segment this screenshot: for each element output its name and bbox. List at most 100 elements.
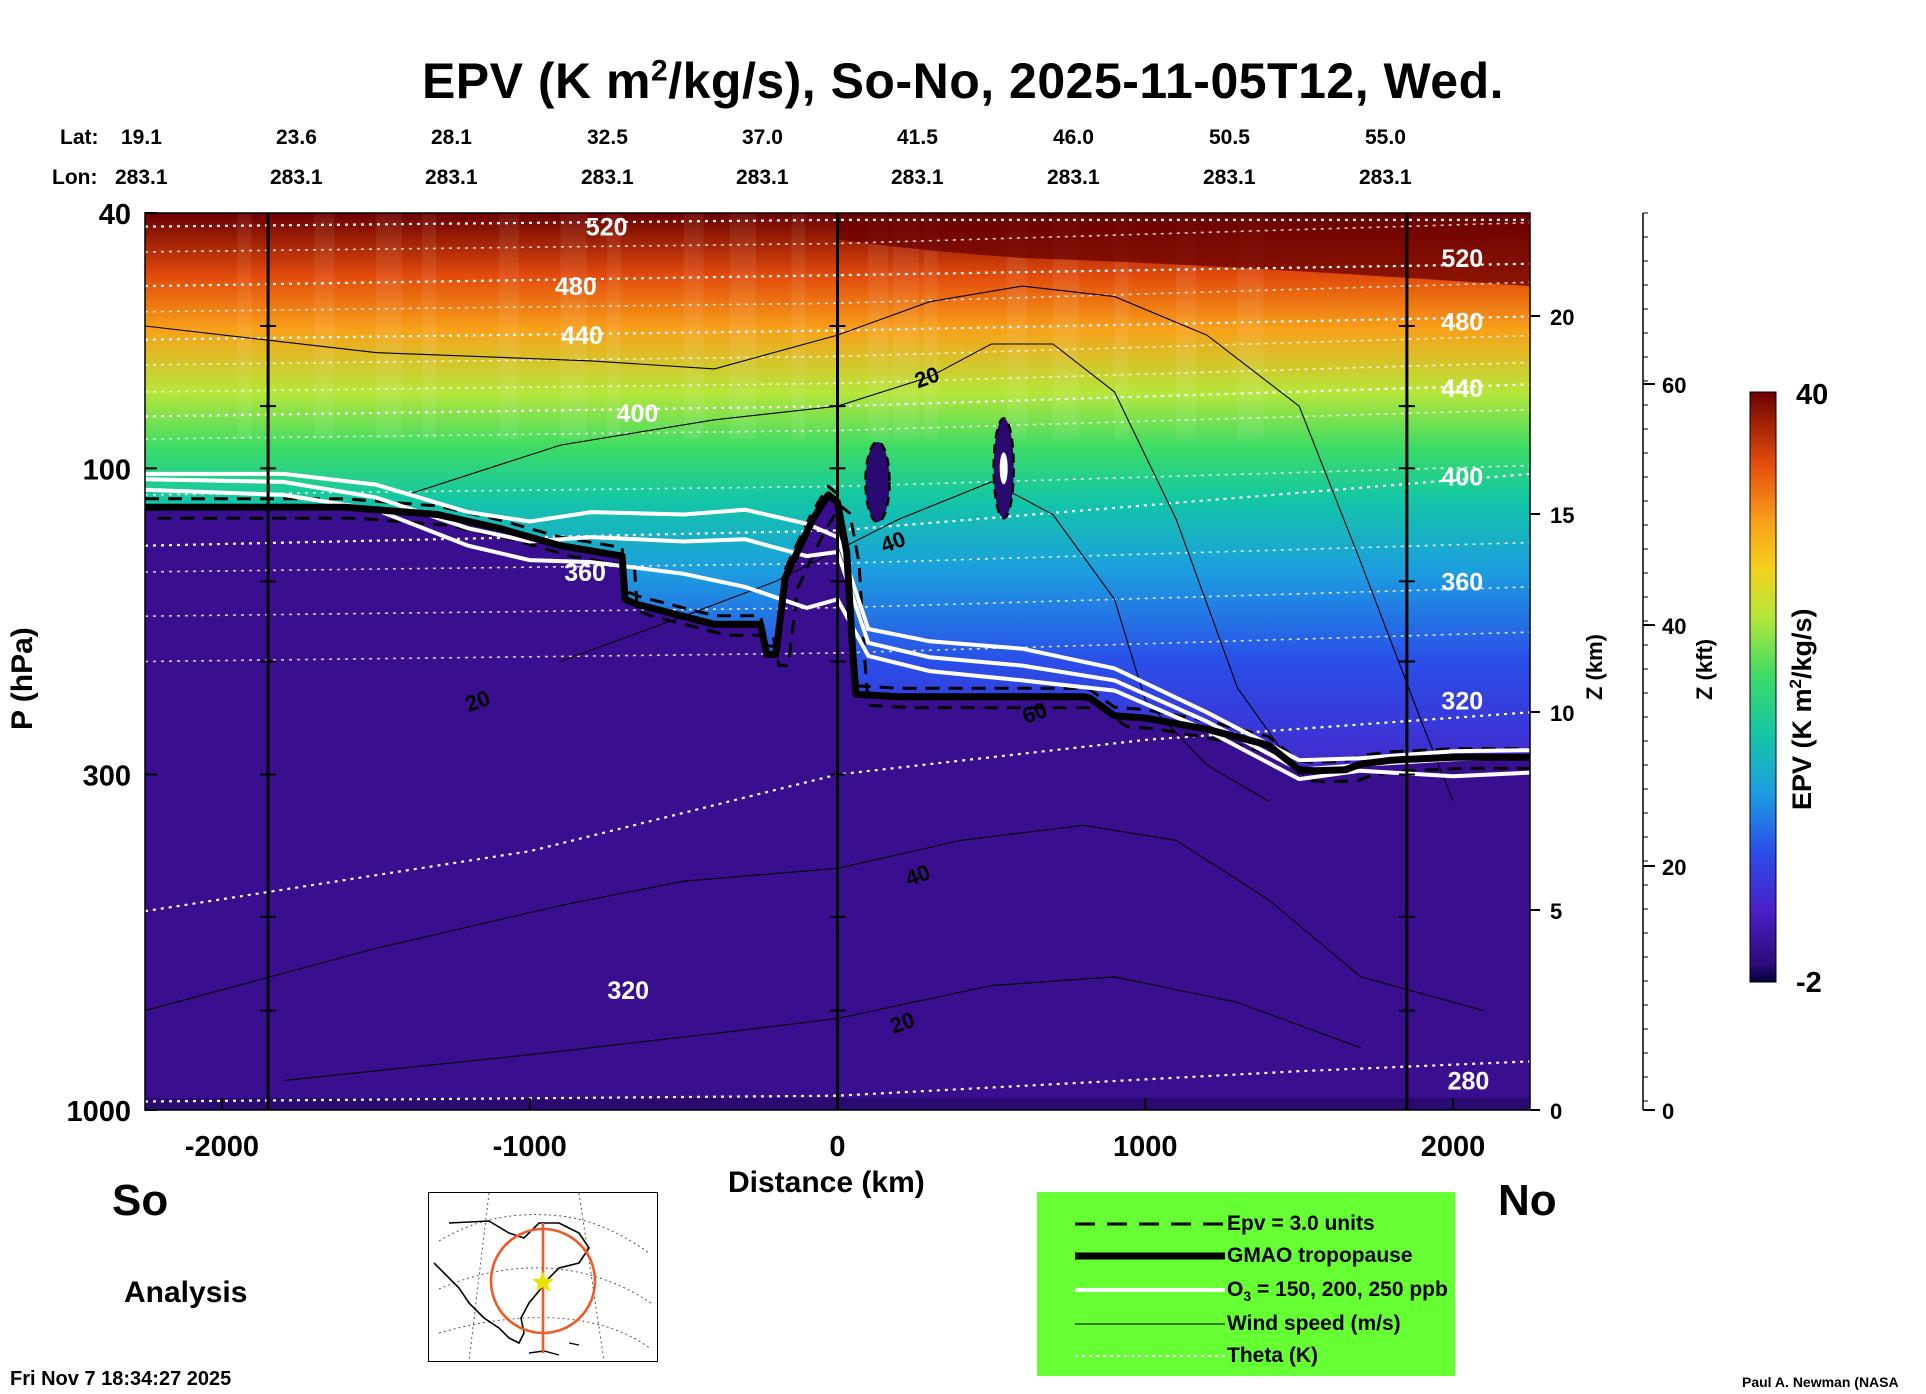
lon-value: 283.1	[736, 166, 789, 189]
theta-line-minor	[145, 221, 1530, 253]
credit-text: Paul A. Newman (NASA	[1742, 1374, 1899, 1390]
theta-line	[145, 218, 1530, 228]
lon-value: 283.1	[891, 166, 944, 189]
y-tick-label: 1000	[66, 1096, 131, 1128]
epv-streak	[237, 213, 252, 439]
epv-streak	[560, 213, 587, 439]
analysis-label: Analysis	[124, 1276, 248, 1309]
theta-label-right: 480	[1441, 308, 1483, 336]
theta-line-minor	[145, 334, 1530, 366]
y-axis-label: P (hPa)	[6, 627, 39, 730]
theta-line	[145, 1060, 1530, 1103]
theta-label: 520	[586, 214, 628, 242]
epv-pocket-core	[999, 452, 1008, 485]
z-kft-tick-label: 20	[1662, 855, 1686, 880]
theta-line-minor	[145, 586, 1530, 617]
x-axis-label: Distance (km)	[728, 1166, 925, 1199]
inset-map	[428, 1192, 658, 1362]
legend-item-ozone: O3 = 150, 200, 250 ppb	[1075, 1278, 1448, 1305]
theta-label: 360	[564, 559, 606, 587]
wind-speed-contour	[560, 481, 1269, 802]
lat-header-label: Lat:	[60, 126, 99, 149]
theta-label: 280	[1448, 1068, 1490, 1096]
theta-line-minor	[145, 408, 1530, 440]
colorbar-tick-label: 40	[1796, 379, 1828, 411]
theta-label: 440	[561, 322, 603, 350]
lon-value: 283.1	[425, 166, 478, 189]
epv-streak	[422, 213, 436, 439]
theta-line-minor	[145, 541, 1530, 573]
wind-speed-contour	[283, 976, 1361, 1082]
theta-label-right: 400	[1441, 464, 1483, 492]
lat-value: 50.5	[1209, 126, 1250, 149]
timestamp: Fri Nov 7 18:34:27 2025	[10, 1368, 232, 1390]
legend-box: Epv = 3.0 units GMAO tropopause O3 = 150…	[1037, 1192, 1455, 1376]
legend-item-epv: Epv = 3.0 units	[1075, 1212, 1375, 1235]
lat-value: 55.0	[1365, 126, 1406, 149]
lon-header-label: Lon:	[52, 166, 98, 189]
z-km-axis-label: Z (km)	[1582, 634, 1607, 700]
epv-streak	[791, 213, 806, 439]
epv-high-region	[837, 213, 1530, 287]
lon-value: 283.1	[115, 166, 168, 189]
lon-value: 283.1	[1359, 166, 1412, 189]
z-km-tick-label: 0	[1550, 1099, 1562, 1124]
x-tick-label: -1000	[493, 1131, 567, 1163]
theta-line-minor	[145, 361, 1530, 393]
lon-value: 283.1	[1047, 166, 1100, 189]
lon-value: 283.1	[1203, 166, 1256, 189]
epv-streak	[1114, 213, 1129, 439]
lon-value: 283.1	[270, 166, 323, 189]
z-km-tick-label: 15	[1550, 503, 1574, 528]
lat-value: 41.5	[897, 126, 938, 149]
y-tick-label: 40	[99, 199, 131, 231]
legend-item-tropopause: GMAO tropopause	[1075, 1244, 1413, 1267]
epv-streak	[498, 213, 519, 439]
theta-line-minor	[145, 281, 1530, 313]
epv-3-contour	[157, 503, 1530, 784]
theta-label-right: 520	[1441, 245, 1483, 273]
theta-label: 480	[555, 273, 597, 301]
z-km-tick-label: 5	[1550, 899, 1562, 924]
wind-speed-contour	[145, 285, 1454, 802]
wind-speed-contour	[406, 343, 1300, 775]
tropopause-line	[145, 491, 1530, 775]
theta-label: 400	[617, 400, 659, 428]
z-kft-tick-label: 40	[1662, 614, 1686, 639]
theta-label-right: 440	[1441, 375, 1483, 403]
y-tick-label: 100	[83, 454, 131, 486]
theta-label-right: 360	[1441, 568, 1483, 596]
z-kft-axis-label: Z (kft)	[1692, 638, 1717, 700]
epv-streak	[729, 213, 756, 439]
y-tick-label: 300	[83, 760, 131, 792]
theta-label: 320	[607, 977, 649, 1005]
colorbar-label: EPV (K m2/kg/s)	[1786, 608, 1817, 810]
z-kft-tick-label: 60	[1662, 373, 1686, 398]
z-km-tick-label: 20	[1550, 305, 1574, 330]
lat-value: 46.0	[1053, 126, 1094, 149]
north-label: No	[1498, 1176, 1557, 1225]
x-tick-label: 2000	[1421, 1131, 1486, 1163]
epv-streak	[923, 213, 938, 439]
theta-line	[145, 315, 1530, 341]
epv-streak	[375, 213, 402, 439]
theta-line-minor	[145, 464, 1530, 496]
theta-line	[145, 262, 1530, 288]
epv-streak	[606, 213, 621, 439]
colorbar-bar	[1749, 391, 1777, 983]
theta-line	[145, 383, 1530, 418]
epv-streak	[1006, 213, 1027, 439]
epv-streak	[892, 213, 919, 439]
south-label: So	[112, 1176, 169, 1225]
lat-value: 19.1	[121, 126, 162, 149]
theta-label-right: 320	[1441, 687, 1483, 715]
x-tick-label: 1000	[1113, 1131, 1178, 1163]
legend-item-wind: Wind speed (m/s)	[1075, 1312, 1401, 1335]
colorbar-tick-label: -2	[1796, 967, 1822, 999]
epv-streak	[314, 213, 335, 439]
z-kft-tick-label: 0	[1662, 1099, 1674, 1124]
x-tick-label: -2000	[185, 1131, 259, 1163]
chart-title: EPV (K m2/kg/s), So-No, 2025-11-05T12, W…	[421, 53, 1505, 109]
epv-streak	[868, 213, 889, 439]
